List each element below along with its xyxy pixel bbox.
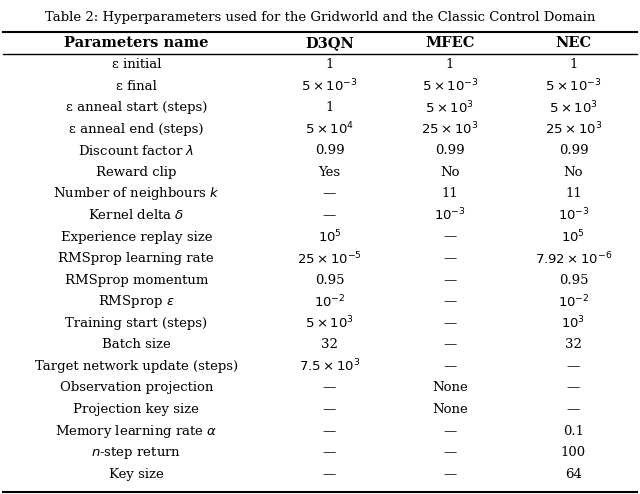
Text: Target network update (steps): Target network update (steps)	[35, 360, 238, 373]
Text: $10^{5}$: $10^{5}$	[561, 229, 586, 246]
Text: $10^{5}$: $10^{5}$	[317, 229, 342, 246]
Text: Number of neighbours $k$: Number of neighbours $k$	[53, 185, 220, 203]
Text: 0.99: 0.99	[559, 144, 588, 157]
Text: $10^{-3}$: $10^{-3}$	[557, 207, 589, 224]
Text: Parameters name: Parameters name	[64, 36, 209, 50]
Text: $5 \times 10^{-3}$: $5 \times 10^{-3}$	[545, 78, 602, 94]
Text: $10^{-2}$: $10^{-2}$	[557, 293, 589, 310]
Text: None: None	[432, 403, 468, 416]
Text: Table 2: Hyperparameters used for the Gridworld and the Classic Control Domain: Table 2: Hyperparameters used for the Gr…	[45, 11, 595, 24]
Text: —: —	[444, 295, 456, 308]
Text: 0.99: 0.99	[315, 144, 344, 157]
Text: —: —	[444, 468, 456, 481]
Text: $5 \times 10^{3}$: $5 \times 10^{3}$	[305, 315, 354, 331]
Text: Discount factor $\lambda$: Discount factor $\lambda$	[78, 144, 195, 158]
Text: Projection key size: Projection key size	[74, 403, 199, 416]
Text: Training start (steps): Training start (steps)	[65, 317, 207, 330]
Text: —: —	[323, 425, 336, 438]
Text: $5 \times 10^{-3}$: $5 \times 10^{-3}$	[422, 78, 478, 94]
Text: —: —	[567, 403, 580, 416]
Text: $10^{-3}$: $10^{-3}$	[434, 207, 466, 224]
Text: Observation projection: Observation projection	[60, 381, 213, 395]
Text: 1: 1	[569, 58, 578, 71]
Text: —: —	[444, 446, 456, 459]
Text: —: —	[323, 187, 336, 201]
Text: RMSprop $\epsilon$: RMSprop $\epsilon$	[98, 293, 175, 310]
Text: 1: 1	[445, 58, 454, 71]
Text: 100: 100	[561, 446, 586, 459]
Text: Batch size: Batch size	[102, 338, 171, 351]
Text: $n$-step return: $n$-step return	[92, 445, 181, 461]
Text: Yes: Yes	[319, 166, 340, 179]
Text: MFEC: MFEC	[425, 36, 475, 50]
Text: —: —	[567, 381, 580, 395]
Text: —: —	[444, 338, 456, 351]
Text: 1: 1	[325, 101, 333, 114]
Text: $25 \times 10^{3}$: $25 \times 10^{3}$	[421, 121, 479, 137]
Text: —: —	[444, 274, 456, 287]
Text: —: —	[323, 468, 336, 481]
Text: —: —	[444, 360, 456, 373]
Text: $25 \times 10^{-5}$: $25 \times 10^{-5}$	[297, 250, 362, 267]
Text: 64: 64	[565, 468, 582, 481]
Text: Kernel delta $\delta$: Kernel delta $\delta$	[88, 208, 184, 222]
Text: ε final: ε final	[116, 80, 157, 92]
Text: $5 \times 10^{4}$: $5 \times 10^{4}$	[305, 121, 354, 137]
Text: 11: 11	[565, 187, 582, 201]
Text: —: —	[444, 252, 456, 265]
Text: RMSprop learning rate: RMSprop learning rate	[58, 252, 214, 265]
Text: ε initial: ε initial	[111, 58, 161, 71]
Text: —: —	[567, 360, 580, 373]
Text: 32: 32	[321, 338, 338, 351]
Text: NEC: NEC	[556, 36, 591, 50]
Text: D3QN: D3QN	[305, 36, 354, 50]
Text: Experience replay size: Experience replay size	[61, 231, 212, 244]
Text: —: —	[323, 403, 336, 416]
Text: No: No	[564, 166, 583, 179]
Text: 0.95: 0.95	[559, 274, 588, 287]
Text: —: —	[323, 381, 336, 395]
Text: —: —	[323, 446, 336, 459]
Text: 1: 1	[325, 58, 333, 71]
Text: $10^{3}$: $10^{3}$	[561, 315, 586, 331]
Text: No: No	[440, 166, 460, 179]
Text: 11: 11	[442, 187, 458, 201]
Text: $10^{-2}$: $10^{-2}$	[314, 293, 346, 310]
Text: None: None	[432, 381, 468, 395]
Text: Key size: Key size	[109, 468, 164, 481]
Text: —: —	[444, 231, 456, 244]
Text: $7.92 \times 10^{-6}$: $7.92 \times 10^{-6}$	[534, 250, 612, 267]
Text: —: —	[323, 209, 336, 222]
Text: 32: 32	[565, 338, 582, 351]
Text: ε anneal end (steps): ε anneal end (steps)	[69, 123, 204, 136]
Text: $5 \times 10^{3}$: $5 \times 10^{3}$	[426, 99, 474, 116]
Text: —: —	[444, 425, 456, 438]
Text: RMSprop momentum: RMSprop momentum	[65, 274, 208, 287]
Text: 0.1: 0.1	[563, 425, 584, 438]
Text: Reward clip: Reward clip	[96, 166, 177, 179]
Text: $5 \times 10^{3}$: $5 \times 10^{3}$	[549, 99, 598, 116]
Text: ε anneal start (steps): ε anneal start (steps)	[65, 101, 207, 114]
Text: 0.99: 0.99	[435, 144, 465, 157]
Text: $5 \times 10^{-3}$: $5 \times 10^{-3}$	[301, 78, 358, 94]
Text: —: —	[444, 317, 456, 330]
Text: $25 \times 10^{3}$: $25 \times 10^{3}$	[545, 121, 602, 137]
Text: Memory learning rate $\alpha$: Memory learning rate $\alpha$	[55, 423, 218, 440]
Text: 0.95: 0.95	[315, 274, 344, 287]
Text: $7.5 \times 10^{3}$: $7.5 \times 10^{3}$	[299, 358, 360, 375]
